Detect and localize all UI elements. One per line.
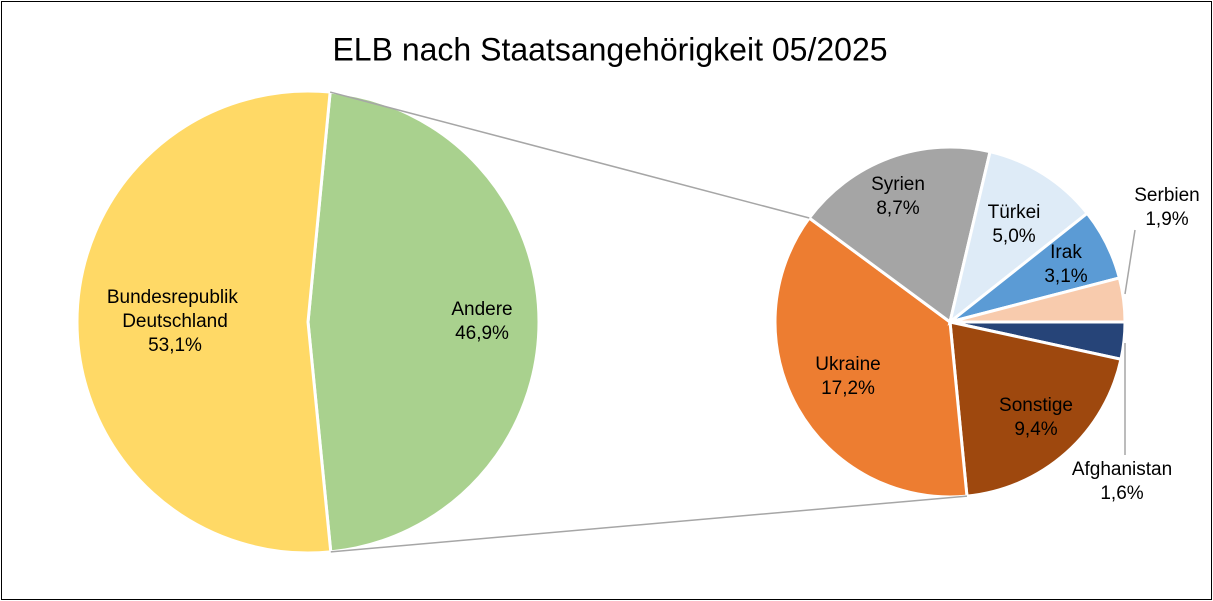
slice-value: 53,1% (148, 335, 202, 356)
slice-label: Bundesrepublik Deutschland (107, 287, 243, 332)
slice-value: 3,1% (1044, 266, 1087, 287)
connector-line (330, 495, 968, 553)
slice-value: 46,9% (455, 323, 509, 344)
leader-line (1124, 229, 1136, 295)
pie-slice (773, 215, 969, 499)
slice-label: Andere (451, 299, 512, 320)
slice-value: 8,7% (876, 198, 919, 219)
slice-value: 9,4% (1014, 419, 1057, 440)
pie-slice (947, 149, 1090, 326)
slice-value: 1,9% (1145, 209, 1188, 230)
slice-label: Irak (1050, 242, 1082, 263)
slice-label: Syrien (871, 174, 925, 195)
slice-label: Serbien (1134, 185, 1200, 206)
slice-value: 17,2% (821, 378, 875, 399)
pie-slice (75, 89, 333, 555)
slice-label: Afghanistan (1072, 459, 1172, 480)
pie-slice (807, 145, 992, 325)
slice-label: Sonstige (999, 395, 1073, 416)
chart-title: ELB nach Staatsangehörigkeit 05/2025 (332, 31, 887, 67)
slice-value: 5,0% (992, 226, 1035, 247)
slice-value: 1,6% (1100, 483, 1143, 504)
connector-line (329, 91, 810, 219)
pie-slice (306, 90, 541, 554)
slice-label: Ukraine (815, 354, 880, 375)
pie-slice (949, 276, 1127, 324)
slice-label: Türkei (988, 202, 1041, 223)
pie-slice (948, 320, 1123, 498)
